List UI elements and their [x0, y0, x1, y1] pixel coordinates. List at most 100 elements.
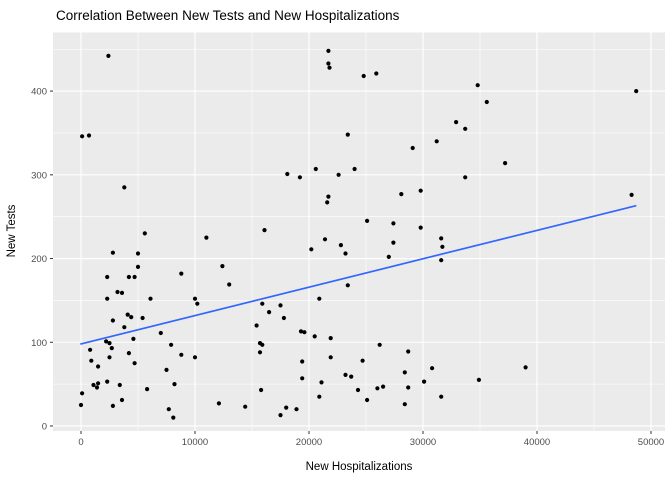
data-point [281, 315, 286, 321]
data-point [294, 407, 299, 412]
data-point [227, 282, 232, 287]
data-point [119, 397, 125, 403]
x-tick-label: 0 [78, 437, 83, 448]
data-point [319, 380, 324, 385]
data-point [326, 194, 331, 199]
data-point [297, 175, 302, 180]
data-point [361, 73, 366, 79]
data-point [298, 329, 304, 334]
data-point [96, 381, 101, 386]
data-point [122, 185, 127, 190]
data-point [345, 132, 350, 137]
data-point [126, 274, 131, 280]
x-tick-label: 20000 [296, 437, 322, 448]
data-point [345, 283, 350, 288]
data-point [317, 394, 322, 399]
data-point [463, 175, 468, 180]
data-point [326, 61, 331, 66]
data-point [107, 355, 112, 360]
data-point [629, 192, 634, 197]
data-point [169, 342, 174, 347]
data-point [125, 312, 130, 317]
data-point [119, 290, 125, 295]
data-point [328, 355, 333, 360]
y-tick-label: 0 [42, 421, 47, 432]
data-point [148, 296, 153, 301]
data-point [476, 377, 481, 382]
data-point [135, 251, 141, 256]
x-axis-title: New Hospitalizations [306, 461, 413, 473]
data-point [192, 296, 198, 301]
data-point [326, 48, 331, 54]
data-point [399, 192, 404, 197]
data-point [313, 166, 318, 172]
data-point [278, 303, 283, 308]
data-point [164, 367, 169, 372]
data-point [365, 218, 370, 223]
data-point [110, 403, 115, 408]
data-point [216, 401, 221, 406]
data-point [131, 336, 136, 341]
data-point [110, 318, 115, 323]
data-point [132, 361, 137, 366]
data-point [107, 341, 112, 346]
y-tick-label: 100 [31, 338, 47, 349]
data-point [259, 387, 264, 393]
data-point [377, 342, 382, 347]
data-point [260, 342, 265, 347]
data-point [96, 364, 101, 369]
data-point [402, 402, 407, 407]
plot-panel [53, 32, 665, 431]
data-point [142, 231, 147, 236]
data-point [166, 407, 171, 412]
data-point [484, 99, 489, 105]
data-point [475, 83, 480, 88]
data-point [523, 365, 528, 370]
data-point [406, 385, 411, 390]
major-gridlines [53, 32, 665, 431]
data-point [284, 405, 289, 410]
data-point [418, 225, 423, 230]
y-axis-title: New Tests [6, 204, 18, 257]
data-point [78, 402, 84, 408]
data-point [336, 172, 341, 177]
data-point [122, 325, 127, 330]
data-point [406, 349, 411, 354]
y-tick-label: 200 [31, 254, 47, 265]
axis-tick-marks [50, 90, 652, 434]
data-point [243, 404, 248, 409]
data-point [179, 352, 184, 357]
data-point [195, 301, 200, 306]
data-point [422, 379, 427, 384]
data-point [317, 296, 322, 301]
x-tick-label: 30000 [410, 437, 436, 448]
data-point [220, 264, 225, 269]
regression-line [80, 204, 637, 345]
data-point [349, 374, 354, 379]
data-point [634, 89, 639, 94]
data-point [105, 379, 110, 384]
data-point [88, 347, 93, 352]
data-point [434, 139, 439, 144]
data-point [463, 126, 468, 131]
data-point [360, 358, 365, 363]
data-point [117, 382, 122, 388]
data-point [365, 397, 370, 403]
data-point [374, 71, 379, 76]
data-point [300, 376, 305, 381]
scatter-points [78, 48, 639, 420]
data-point [171, 415, 176, 420]
data-point [440, 244, 445, 249]
data-point [106, 53, 111, 59]
data-point [158, 330, 163, 336]
data-point [257, 350, 263, 355]
data-point [254, 323, 259, 328]
data-point [80, 134, 85, 139]
data-point [439, 236, 444, 241]
data-point [105, 296, 110, 301]
data-point [129, 315, 134, 320]
data-point [91, 382, 96, 388]
data-point [322, 237, 328, 242]
